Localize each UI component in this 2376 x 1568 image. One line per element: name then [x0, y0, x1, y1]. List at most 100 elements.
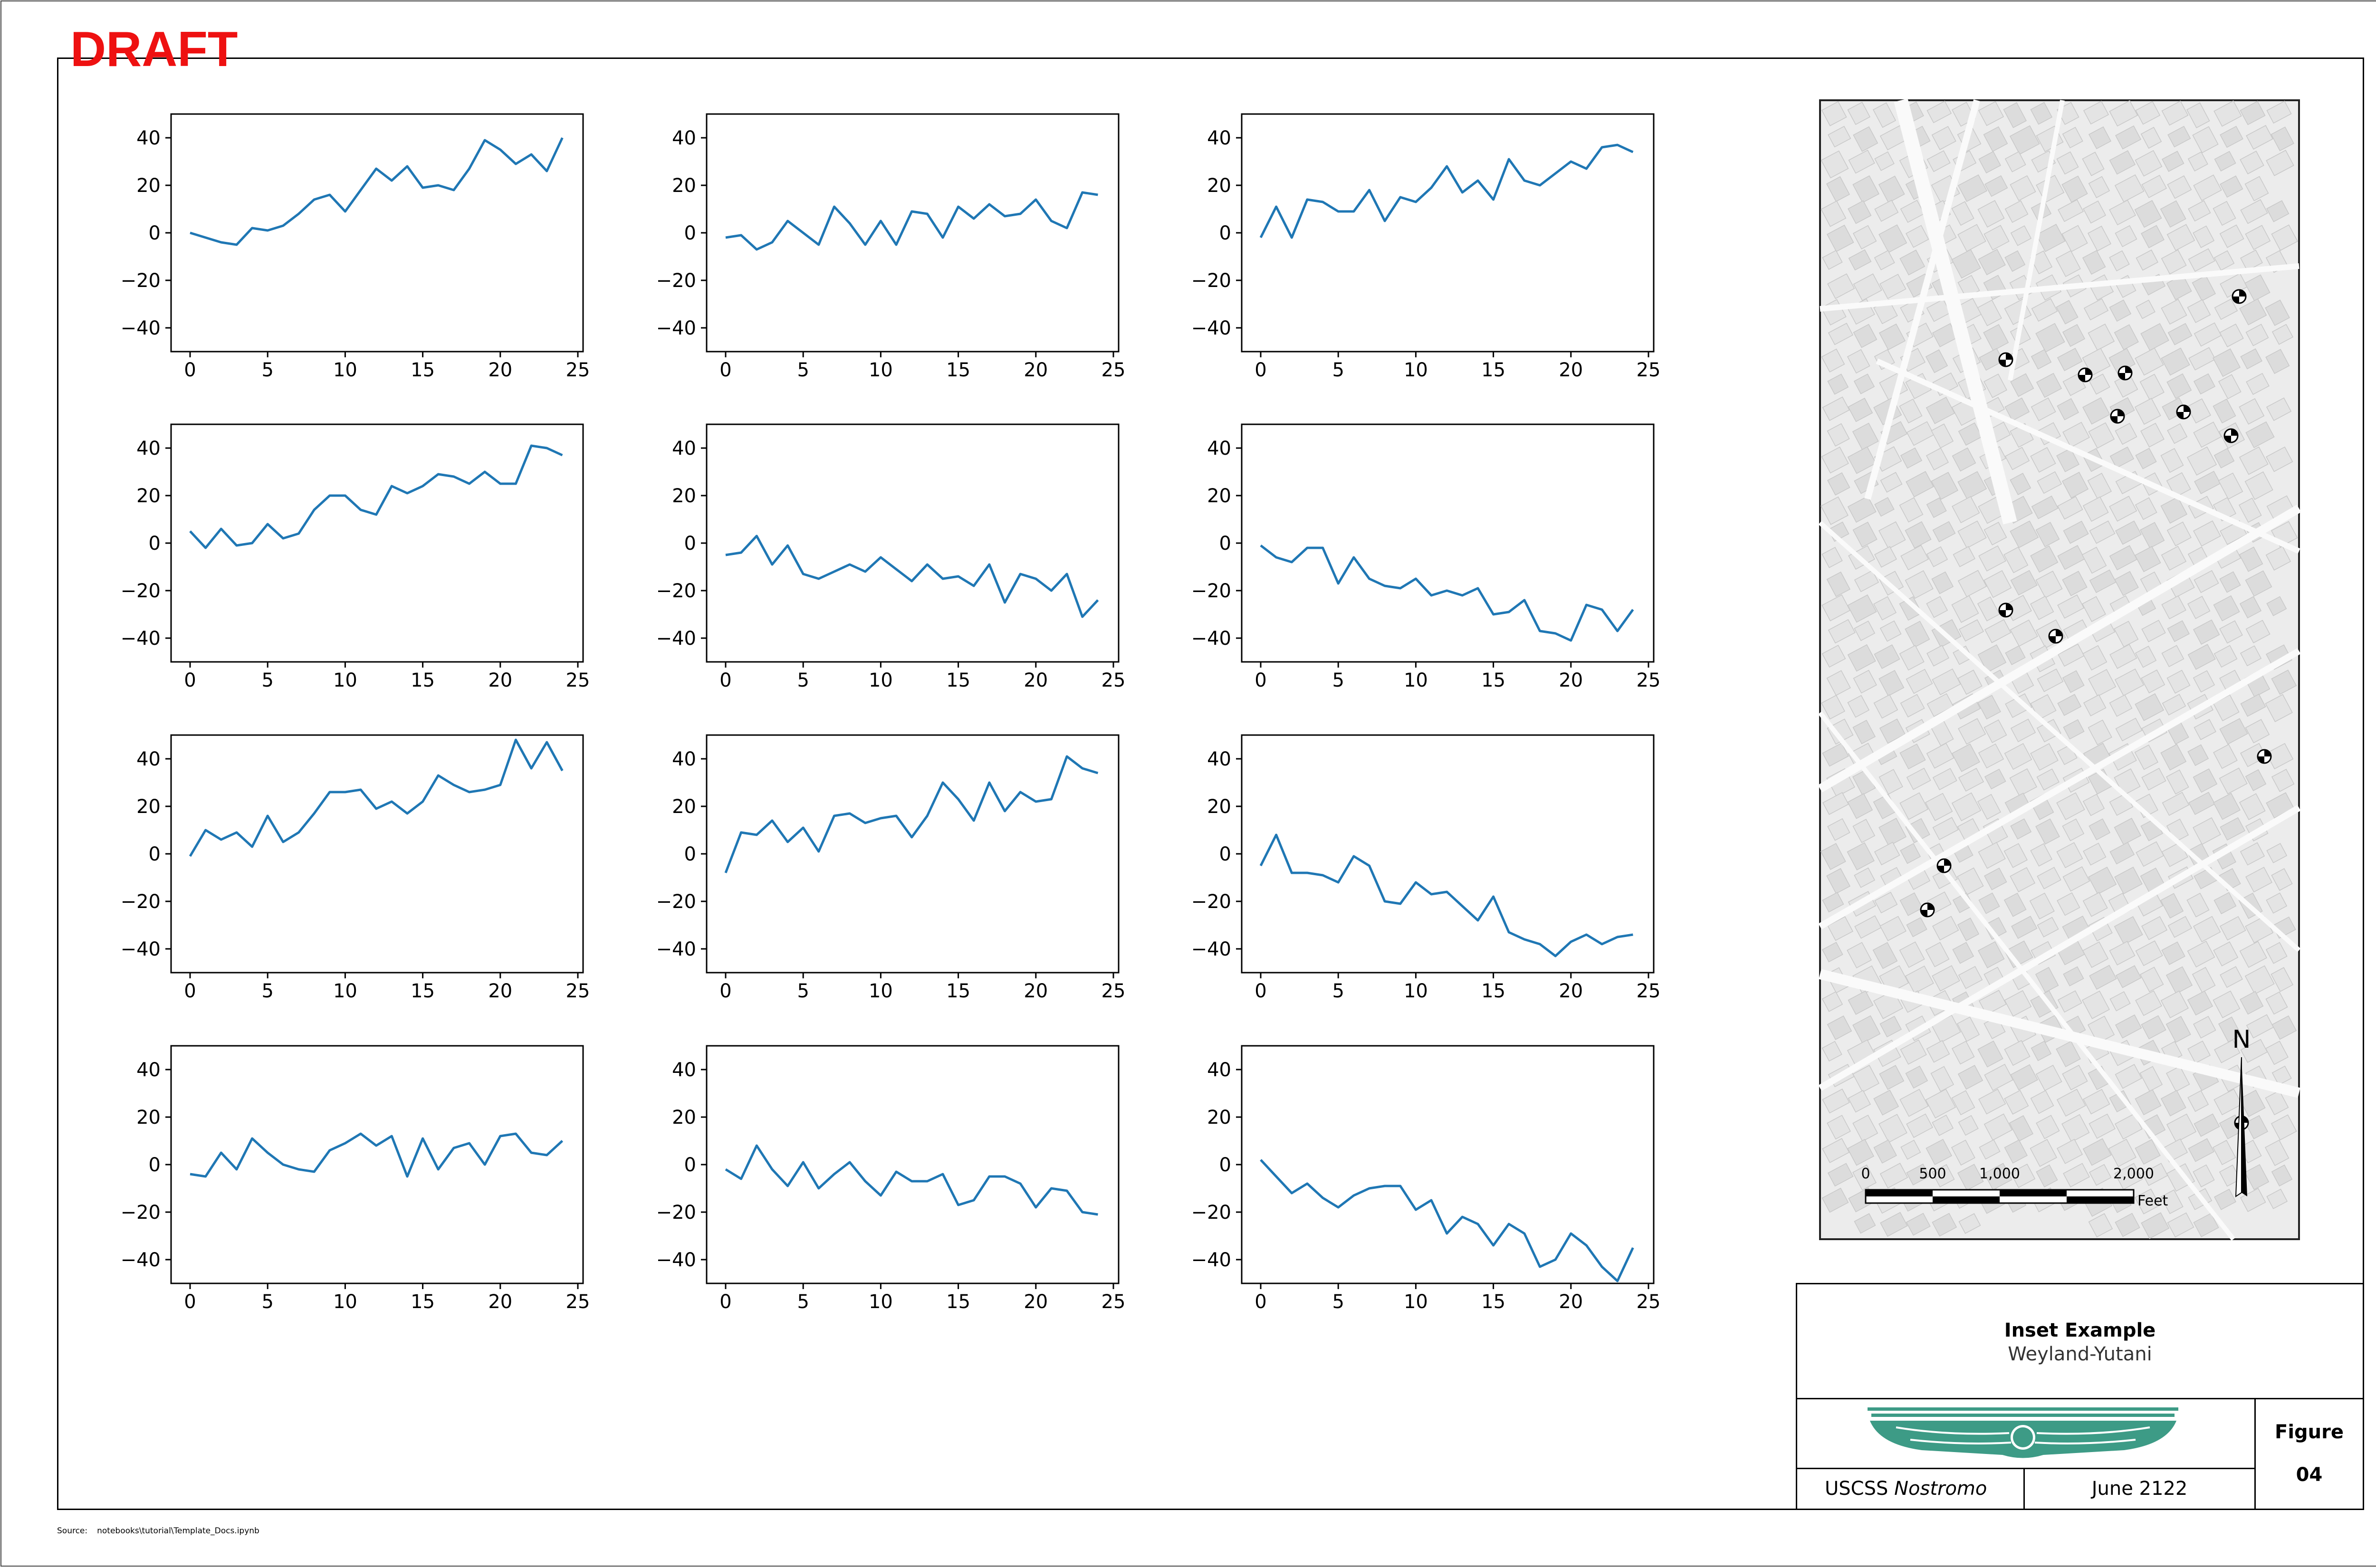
series-line — [1259, 833, 1633, 957]
survey-marker-icon[interactable] — [1936, 858, 1952, 873]
x-tick-label: 10 — [333, 669, 357, 691]
weyland-yutani-logo — [1868, 1407, 2178, 1458]
y-tick-label: −20 — [1191, 580, 1231, 602]
x-tick-label: 5 — [1332, 1291, 1344, 1313]
survey-marker-icon[interactable] — [2176, 404, 2191, 420]
x-tick-label: 10 — [1404, 980, 1428, 1002]
map-roads — [1818, 98, 2301, 1241]
inset-map[interactable]: N 0 500 1,000 2,000 Feet — [1818, 98, 2301, 1241]
survey-marker-icon[interactable] — [1998, 352, 2013, 367]
x-tick-label: 5 — [797, 359, 809, 381]
x-tick-label: 5 — [797, 980, 809, 1002]
survey-marker-icon[interactable] — [2223, 428, 2239, 443]
y-tick-label: 20 — [1207, 796, 1231, 818]
series-line — [190, 137, 564, 246]
x-tick-label: 10 — [1404, 1291, 1428, 1313]
x-tick-label: 5 — [1332, 669, 1344, 691]
title-block-ship-cell: USCSS Nostromo — [1796, 1468, 2025, 1510]
y-tick-label: −20 — [656, 891, 696, 913]
y-tick-label: 40 — [136, 127, 161, 149]
survey-marker-icon[interactable] — [2048, 629, 2063, 644]
line-chart-11: 40 20 0 −20 −40 0 5 10 15 20 25 — [656, 1045, 1126, 1313]
plot-area — [706, 113, 1120, 353]
x-tick-label: 20 — [1024, 1291, 1048, 1313]
y-tick-label: −20 — [656, 580, 696, 602]
y-tick-label: 40 — [1207, 748, 1231, 770]
chart-grid: 40 20 0 −20 −40 0 5 10 15 20 25 40 20 0 −20 −40 0 5 10 15 20… — [121, 113, 1661, 1313]
x-tick-label: 5 — [261, 669, 273, 691]
x-tick-label: 20 — [1024, 359, 1048, 381]
survey-marker-icon[interactable] — [1998, 602, 2013, 618]
x-tick-label: 5 — [797, 1291, 809, 1313]
x-tick-label: 25 — [1637, 980, 1661, 1002]
x-tick-label: 0 — [1255, 359, 1266, 381]
x-tick-label: 20 — [1024, 980, 1048, 1002]
title-block-title-cell: Inset Example Weyland-Yutani — [1796, 1283, 2364, 1399]
y-tick-label: 40 — [1207, 127, 1231, 149]
x-tick-label: 0 — [719, 980, 731, 1002]
y-tick-label: 0 — [1219, 533, 1231, 555]
x-tick-label: 25 — [1102, 669, 1126, 691]
y-tick-label: 20 — [136, 1107, 161, 1128]
line-chart-1: 40 20 0 −20 −40 0 5 10 15 20 25 — [121, 113, 590, 381]
x-tick-label: 25 — [566, 669, 590, 691]
y-tick-label: 20 — [672, 175, 696, 197]
scale-label-2000: 2,000 — [2113, 1166, 2154, 1182]
x-tick-label: 25 — [1102, 1291, 1126, 1313]
plot-area — [1241, 734, 1655, 974]
figure-label: Figure — [2275, 1421, 2344, 1443]
x-tick-label: 10 — [333, 359, 357, 381]
y-tick-label: −40 — [121, 938, 161, 960]
x-tick-label: 5 — [261, 980, 273, 1002]
y-tick-label: 20 — [1207, 485, 1231, 507]
source-path: notebooks\tutorial\Template_Docs.ipynb — [97, 1526, 259, 1536]
plot-area — [706, 734, 1120, 974]
plot-area — [706, 1045, 1120, 1284]
y-tick-label: −40 — [121, 1249, 161, 1271]
x-tick-label: 10 — [333, 1291, 357, 1313]
series-line — [725, 191, 1098, 251]
line-chart-8: 40 20 0 −20 −40 0 5 10 15 20 25 — [656, 734, 1125, 1002]
series-line — [1259, 143, 1634, 239]
line-chart-4: 40 20 0 −20 −40 0 5 10 15 20 25 — [121, 423, 590, 691]
y-tick-label: 0 — [684, 1154, 696, 1176]
y-tick-label: −20 — [1191, 891, 1231, 913]
figure-frame — [57, 57, 2364, 1510]
x-tick-label: 10 — [869, 359, 893, 381]
line-chart-5: 40 20 0 −20 −40 0 5 10 15 20 25 — [656, 423, 1126, 691]
survey-marker-icon[interactable] — [2078, 367, 2093, 382]
x-tick-label: 20 — [1024, 669, 1048, 691]
plot-area — [170, 734, 584, 974]
survey-marker-icon[interactable] — [2117, 365, 2133, 381]
figure-title: Inset Example — [2004, 1319, 2156, 1341]
scale-label-500: 500 — [1919, 1166, 1946, 1182]
x-tick-label: 0 — [184, 669, 196, 691]
x-tick-label: 10 — [869, 980, 893, 1002]
title-block-figure-cell: Figure 04 — [2254, 1398, 2364, 1510]
y-tick-label: 0 — [149, 222, 161, 244]
y-tick-label: −40 — [656, 938, 696, 960]
x-tick-label: 15 — [411, 980, 435, 1002]
x-tick-label: 15 — [1481, 359, 1505, 381]
line-chart-7: 40 20 0 −20 −40 0 5 10 15 20 25 — [121, 734, 590, 1002]
x-tick-label: 20 — [488, 1291, 512, 1313]
y-tick-label: −40 — [121, 628, 161, 650]
x-tick-label: 0 — [719, 359, 731, 381]
x-tick-label: 25 — [1637, 669, 1661, 691]
plot-area — [1241, 113, 1655, 353]
survey-marker-icon[interactable] — [2257, 749, 2272, 764]
survey-marker-icon[interactable] — [1920, 902, 1935, 918]
x-tick-label: 20 — [1559, 1291, 1583, 1313]
survey-marker-icon[interactable] — [2110, 409, 2125, 424]
x-tick-label: 0 — [184, 980, 196, 1002]
survey-marker-icon[interactable] — [2232, 289, 2247, 304]
x-tick-label: 15 — [1481, 980, 1505, 1002]
y-tick-label: −20 — [656, 270, 696, 292]
line-chart-6: 40 20 0 −20 −40 0 5 10 15 20 25 — [1191, 423, 1661, 691]
x-tick-label: 25 — [1102, 359, 1126, 381]
y-tick-label: 40 — [1207, 438, 1231, 459]
line-chart-10: 40 20 0 −20 −40 0 5 10 15 20 25 — [121, 1045, 590, 1313]
x-tick-label: 0 — [719, 1291, 731, 1313]
ship-name: Nostromo — [1894, 1478, 1987, 1500]
